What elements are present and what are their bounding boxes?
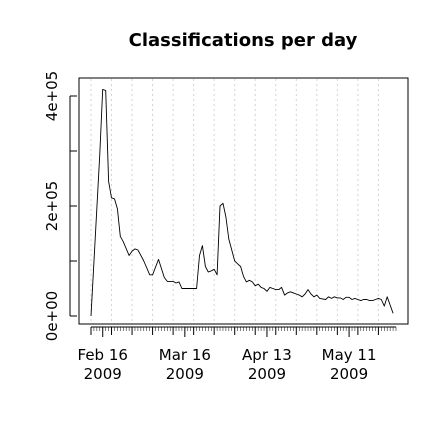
series-line [90, 88, 394, 317]
x-tick-year-label: 2009 [330, 365, 368, 383]
x-tick-label: Mar 16 [159, 346, 211, 364]
y-tick-label: 4e+05 [43, 71, 61, 121]
y-tick-label: 0e+00 [43, 291, 61, 341]
chart-title: Classifications per day [129, 30, 358, 51]
y-tick-label: 2e+05 [43, 181, 61, 231]
x-tick-year-label: 2009 [248, 365, 286, 383]
y-axis: 0e+00 2e+05 4e+05 [43, 71, 77, 341]
grid-lines [90, 79, 379, 323]
plot-frame [78, 77, 409, 325]
x-tick-year-label: 2009 [166, 365, 204, 383]
x-tick-label: Feb 16 [78, 346, 128, 364]
x-tick-label: May 11 [322, 346, 377, 364]
x-tick-year-label: 2009 [84, 365, 122, 383]
series-layer [90, 88, 394, 317]
x-tick-label: Apr 13 [242, 346, 292, 364]
